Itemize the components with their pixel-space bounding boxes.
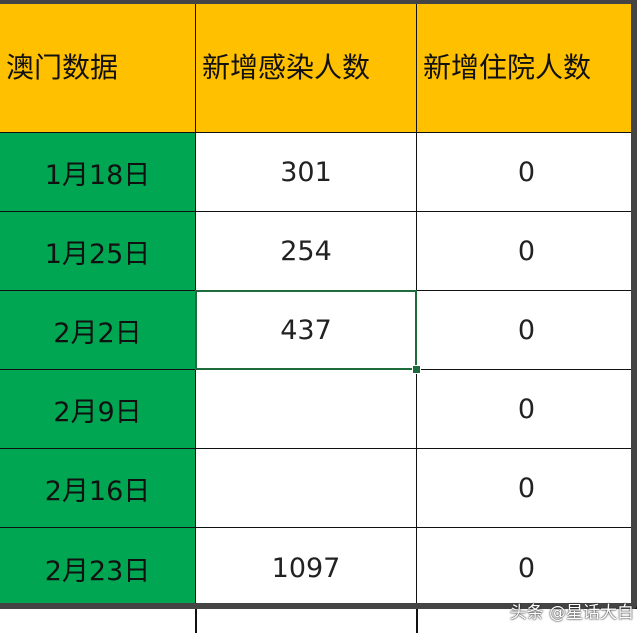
hospitalized-cell[interactable]: 0: [417, 528, 637, 609]
header-cell-macau-data[interactable]: 澳门数据: [0, 0, 196, 133]
hospitalized-cell[interactable]: 0: [417, 133, 637, 212]
infected-cell[interactable]: [196, 449, 417, 528]
gridline: [416, 609, 418, 633]
date-cell[interactable]: 1月25日: [0, 212, 196, 291]
date-cell[interactable]: 2月2日: [0, 291, 196, 370]
date-cell[interactable]: 1月18日: [0, 133, 196, 212]
hospitalized-cell[interactable]: 0: [417, 370, 637, 449]
date-cell[interactable]: 2月16日: [0, 449, 196, 528]
header-cell-new-infections[interactable]: 新增感染人数: [196, 0, 417, 133]
date-cell[interactable]: 2月9日: [0, 370, 196, 449]
hospitalized-cell[interactable]: 0: [417, 212, 637, 291]
fill-handle[interactable]: [412, 365, 421, 374]
date-cell[interactable]: 2月23日: [0, 528, 196, 609]
selected-cell-outline: [195, 290, 417, 370]
hospitalized-cell[interactable]: 0: [417, 449, 637, 528]
infected-cell[interactable]: 301: [196, 133, 417, 212]
watermark: 头条 @星话大白: [509, 603, 634, 623]
infected-cell[interactable]: 437: [196, 291, 417, 370]
infected-cell[interactable]: [196, 370, 417, 449]
header-cell-new-hospitalizations[interactable]: 新增住院人数: [417, 0, 637, 133]
infected-cell[interactable]: 254: [196, 212, 417, 291]
hospitalized-cell[interactable]: 0: [417, 291, 637, 370]
gridline: [195, 609, 197, 633]
infected-cell[interactable]: 1097: [196, 528, 417, 609]
